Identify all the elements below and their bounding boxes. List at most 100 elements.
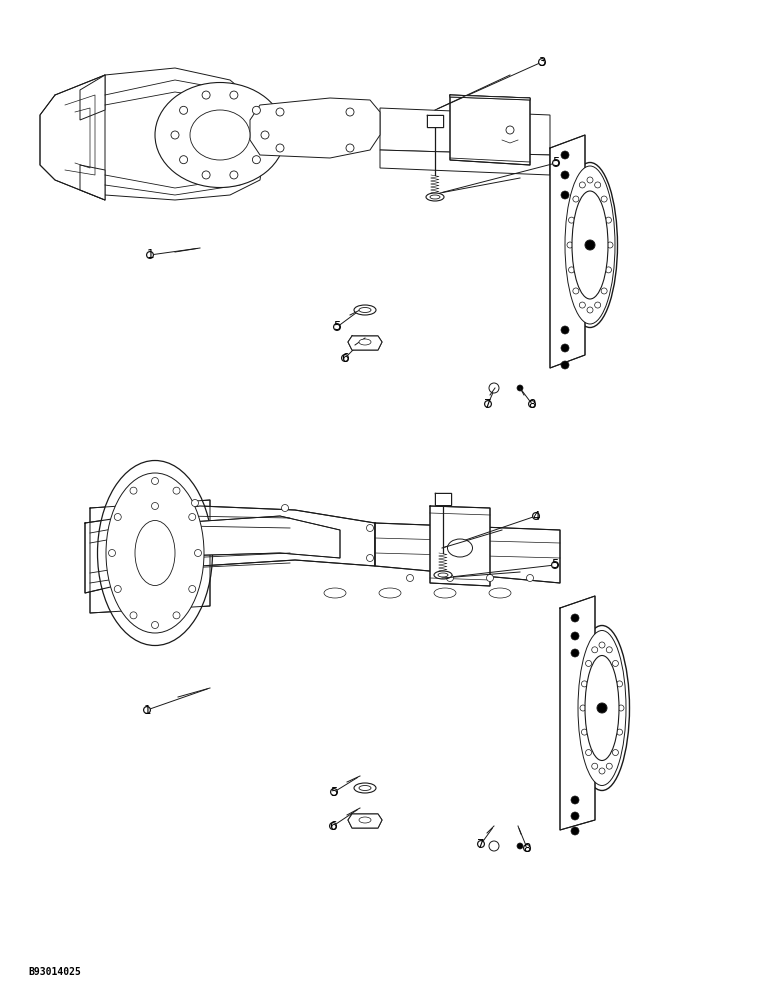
Text: 3: 3 — [538, 55, 546, 68]
Text: 7: 7 — [484, 397, 492, 410]
Circle shape — [529, 401, 536, 407]
Circle shape — [147, 252, 154, 258]
Circle shape — [151, 621, 158, 629]
Circle shape — [612, 750, 618, 756]
Circle shape — [202, 171, 210, 179]
Circle shape — [173, 487, 180, 494]
Circle shape — [334, 324, 340, 330]
Circle shape — [202, 91, 210, 99]
Circle shape — [605, 217, 611, 223]
Circle shape — [346, 144, 354, 152]
Text: 6: 6 — [341, 352, 349, 364]
Circle shape — [561, 171, 569, 179]
Ellipse shape — [572, 191, 608, 299]
Ellipse shape — [574, 626, 629, 790]
Polygon shape — [450, 95, 530, 100]
Polygon shape — [380, 108, 550, 155]
Circle shape — [446, 574, 453, 582]
Circle shape — [188, 585, 196, 592]
Circle shape — [191, 499, 198, 506]
Text: 5: 5 — [551, 558, 559, 572]
Text: B93014025: B93014025 — [28, 967, 81, 977]
Circle shape — [599, 642, 605, 648]
Circle shape — [585, 240, 595, 250]
Circle shape — [571, 827, 579, 835]
Circle shape — [617, 729, 622, 735]
Circle shape — [606, 647, 612, 653]
Circle shape — [571, 614, 579, 622]
Circle shape — [597, 703, 607, 713]
Ellipse shape — [359, 817, 371, 823]
Ellipse shape — [563, 162, 618, 328]
Ellipse shape — [324, 588, 346, 598]
Ellipse shape — [430, 195, 440, 199]
Circle shape — [341, 355, 348, 361]
Ellipse shape — [359, 786, 371, 790]
Ellipse shape — [190, 110, 250, 160]
Ellipse shape — [359, 308, 371, 312]
Circle shape — [489, 841, 499, 851]
Circle shape — [601, 288, 607, 294]
Ellipse shape — [448, 539, 472, 557]
Text: 1: 1 — [146, 248, 154, 261]
Polygon shape — [375, 523, 560, 583]
Circle shape — [571, 632, 579, 640]
Circle shape — [539, 59, 545, 65]
Polygon shape — [85, 506, 375, 593]
Polygon shape — [560, 596, 595, 830]
Circle shape — [489, 383, 499, 393]
Circle shape — [282, 504, 289, 512]
Polygon shape — [435, 493, 451, 505]
Circle shape — [180, 106, 188, 114]
Ellipse shape — [565, 166, 615, 324]
Circle shape — [144, 707, 151, 713]
Circle shape — [551, 562, 558, 568]
Circle shape — [276, 144, 284, 152]
Circle shape — [617, 681, 622, 687]
Ellipse shape — [489, 588, 511, 598]
Circle shape — [567, 242, 573, 248]
Circle shape — [561, 326, 569, 334]
Ellipse shape — [135, 520, 175, 585]
Circle shape — [533, 513, 540, 519]
Circle shape — [573, 196, 579, 202]
Ellipse shape — [434, 571, 452, 579]
Circle shape — [601, 196, 607, 202]
Circle shape — [114, 585, 121, 592]
Polygon shape — [348, 814, 382, 828]
Ellipse shape — [359, 339, 371, 345]
Polygon shape — [175, 516, 340, 558]
Circle shape — [594, 182, 601, 188]
Circle shape — [523, 845, 530, 851]
Circle shape — [252, 156, 260, 164]
Ellipse shape — [434, 588, 456, 598]
Circle shape — [594, 302, 601, 308]
Ellipse shape — [106, 473, 204, 633]
Text: 7: 7 — [477, 838, 485, 850]
Circle shape — [571, 649, 579, 657]
Circle shape — [261, 131, 269, 139]
Circle shape — [591, 647, 598, 653]
Circle shape — [561, 151, 569, 159]
Ellipse shape — [585, 656, 619, 760]
Circle shape — [486, 574, 493, 582]
Circle shape — [579, 302, 585, 308]
Circle shape — [109, 550, 116, 556]
Circle shape — [571, 812, 579, 820]
Circle shape — [571, 796, 579, 804]
Polygon shape — [550, 135, 585, 368]
Text: 4: 4 — [532, 510, 540, 522]
Circle shape — [612, 660, 618, 666]
Circle shape — [561, 191, 569, 199]
Circle shape — [171, 131, 179, 139]
Circle shape — [561, 361, 569, 369]
Ellipse shape — [578, 631, 626, 786]
Polygon shape — [40, 75, 105, 200]
Circle shape — [114, 514, 121, 520]
Circle shape — [367, 524, 374, 532]
Circle shape — [579, 182, 585, 188]
Circle shape — [330, 823, 337, 829]
Polygon shape — [80, 75, 105, 120]
Circle shape — [580, 705, 586, 711]
Ellipse shape — [379, 588, 401, 598]
